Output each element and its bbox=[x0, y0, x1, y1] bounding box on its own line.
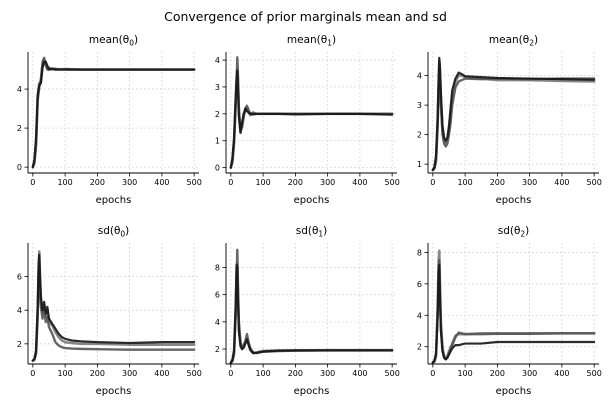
x-tick-label: 100 bbox=[57, 178, 72, 187]
x-axis-label: epochs bbox=[294, 386, 330, 397]
panel-5: 0 100 200 300 400 500 2 4 6 8 sd(θ1) epochs bbox=[215, 225, 400, 397]
series-line-1 bbox=[229, 262, 394, 364]
y-tick-label: 6 bbox=[17, 273, 22, 282]
series-line-3 bbox=[431, 263, 596, 364]
x-tick-label: 100 bbox=[457, 369, 472, 378]
y-tick-label: 3 bbox=[215, 83, 220, 92]
x-tick-label: 400 bbox=[352, 178, 367, 187]
series-line-2 bbox=[229, 56, 394, 169]
panel-title: sd(θ2) bbox=[498, 225, 530, 239]
x-axis-label: epochs bbox=[96, 386, 132, 397]
series-line-3 bbox=[31, 253, 196, 362]
x-tick-label: 500 bbox=[187, 369, 202, 378]
panel-3: 0 100 200 300 400 500 1 2 3 4 mean(θ2) epochs bbox=[417, 34, 602, 206]
x-tick-label: 400 bbox=[154, 369, 169, 378]
x-tick-label: 400 bbox=[352, 369, 367, 378]
y-tick-label: 2 bbox=[215, 345, 220, 354]
panel-title: sd(θ0) bbox=[98, 225, 130, 239]
x-tick-label: 200 bbox=[90, 369, 105, 378]
x-tick-label: 500 bbox=[187, 178, 202, 187]
x-tick-label: 300 bbox=[320, 178, 335, 187]
y-tick-label: 2 bbox=[17, 124, 22, 133]
y-tick-label: 2 bbox=[417, 343, 422, 352]
x-tick-label: 300 bbox=[122, 369, 137, 378]
x-tick-label: 300 bbox=[522, 369, 537, 378]
x-tick-label: 200 bbox=[490, 369, 505, 378]
x-axis-label: epochs bbox=[294, 195, 330, 206]
panel-title: sd(θ1) bbox=[296, 225, 328, 239]
x-tick-label: 500 bbox=[587, 369, 602, 378]
panel-1: 0 100 200 300 400 500 0 2 4 mean(θ0) epochs bbox=[17, 34, 202, 206]
y-tick-label: 2 bbox=[17, 340, 22, 349]
y-tick-label: 1 bbox=[417, 160, 422, 169]
x-tick-label: 100 bbox=[255, 178, 270, 187]
y-tick-label: 4 bbox=[215, 56, 220, 65]
x-tick-label: 0 bbox=[30, 178, 35, 187]
x-tick-label: 300 bbox=[122, 178, 137, 187]
series-line-3 bbox=[229, 69, 394, 169]
y-tick-label: 6 bbox=[215, 291, 220, 300]
y-tick-label: 4 bbox=[417, 72, 422, 81]
y-tick-label: 4 bbox=[17, 306, 22, 315]
series-line-2 bbox=[31, 56, 196, 169]
x-tick-label: 100 bbox=[255, 369, 270, 378]
y-tick-label: 2 bbox=[215, 110, 220, 119]
x-tick-label: 400 bbox=[554, 369, 569, 378]
panel-2: 0 100 200 300 400 500 0 1 2 3 4 mean(θ1) epochs bbox=[215, 34, 400, 206]
x-axis-label: epochs bbox=[496, 195, 532, 206]
x-tick-label: 200 bbox=[490, 178, 505, 187]
y-tick-label: 4 bbox=[215, 318, 220, 327]
y-tick-label: 3 bbox=[417, 101, 422, 110]
x-tick-label: 0 bbox=[228, 178, 233, 187]
x-tick-label: 200 bbox=[288, 369, 303, 378]
x-tick-label: 500 bbox=[385, 178, 400, 187]
x-axis-label: epochs bbox=[496, 386, 532, 397]
y-tick-label: 4 bbox=[417, 311, 422, 320]
x-tick-label: 500 bbox=[385, 369, 400, 378]
y-tick-label: 0 bbox=[215, 164, 220, 173]
panel-4: 0 100 200 300 400 500 2 4 6 sd(θ0) epochs bbox=[17, 225, 202, 397]
x-tick-label: 500 bbox=[587, 178, 602, 187]
y-tick-label: 4 bbox=[17, 85, 22, 94]
x-tick-label: 200 bbox=[90, 178, 105, 187]
figure-title: Convergence of prior marginals mean and … bbox=[164, 9, 447, 24]
x-tick-label: 0 bbox=[30, 369, 35, 378]
series-line-3 bbox=[431, 56, 596, 172]
y-tick-label: 0 bbox=[17, 163, 22, 172]
x-tick-label: 400 bbox=[154, 178, 169, 187]
series-line-3 bbox=[229, 263, 394, 364]
x-tick-label: 0 bbox=[228, 369, 233, 378]
series-line-1 bbox=[31, 58, 196, 169]
series-line-1 bbox=[229, 66, 394, 169]
series-line-2 bbox=[229, 248, 394, 364]
panel-6: 0 100 200 300 400 500 2 4 6 8 sd(θ2) epochs bbox=[417, 225, 602, 397]
panel-title: mean(θ1) bbox=[287, 34, 336, 48]
panel-title: mean(θ2) bbox=[489, 34, 538, 48]
x-tick-label: 300 bbox=[522, 178, 537, 187]
x-tick-label: 400 bbox=[554, 178, 569, 187]
panel-title: mean(θ0) bbox=[89, 34, 138, 48]
y-tick-label: 2 bbox=[417, 131, 422, 140]
series-line-3 bbox=[31, 60, 196, 169]
y-tick-label: 1 bbox=[215, 137, 220, 146]
x-tick-label: 100 bbox=[57, 369, 72, 378]
x-axis-label: epochs bbox=[96, 195, 132, 206]
x-tick-label: 100 bbox=[457, 178, 472, 187]
x-tick-label: 300 bbox=[320, 369, 335, 378]
x-tick-label: 0 bbox=[430, 369, 435, 378]
y-tick-label: 8 bbox=[215, 263, 220, 272]
y-tick-label: 8 bbox=[417, 248, 422, 257]
series-line-2 bbox=[31, 261, 196, 362]
y-tick-label: 6 bbox=[417, 280, 422, 289]
x-tick-label: 0 bbox=[430, 178, 435, 187]
x-tick-label: 200 bbox=[288, 178, 303, 187]
